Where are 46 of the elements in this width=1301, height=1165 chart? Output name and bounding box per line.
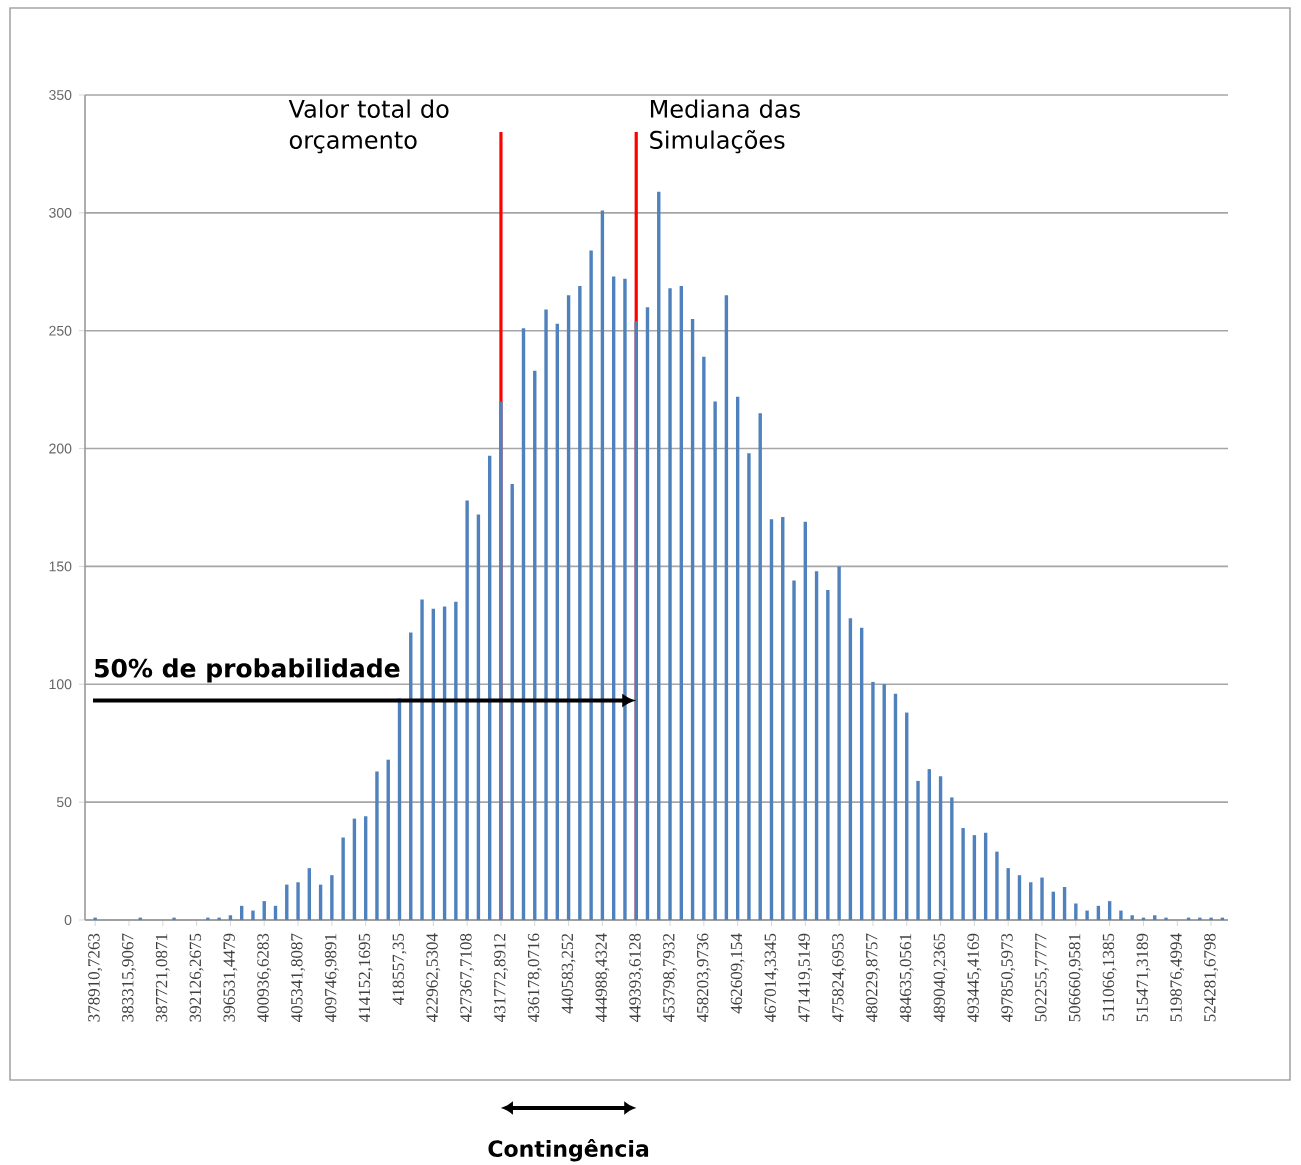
x-tick-label: 471419,5149	[798, 933, 813, 1022]
annotation: 50% de probabilidade	[95, 658, 400, 683]
x-tick-label: 392126,2675	[189, 933, 204, 1022]
x-tick-label: 467014,3345	[764, 933, 779, 1022]
x-tick-label: 480229,8757	[865, 933, 880, 1022]
x-tick-label: 383315,9067	[122, 933, 136, 1022]
x-tick-label: 515471,3189	[1136, 933, 1151, 1022]
x-tick-label: 506660,9581	[1068, 934, 1083, 1022]
x-tick-label: 453798,7932	[663, 933, 677, 1022]
x-tick-label: 436178,0716	[527, 933, 542, 1022]
x-tick-label: 462609,154	[730, 933, 745, 1014]
x-tick-label: 511066,1385	[1102, 933, 1117, 1021]
x-tick-label: 409746,9891	[324, 934, 339, 1022]
x-tick-label: 475824,6953	[832, 933, 847, 1022]
x-tick-label: 400936,6283	[257, 933, 272, 1022]
y-tick-label: 0	[64, 915, 72, 925]
x-tick-label: 458203,9736	[696, 933, 711, 1022]
x-tick-label: 405341,8087	[291, 933, 305, 1022]
y-tick-label: 350	[49, 90, 72, 100]
x-tick-label: 427367,7108	[460, 933, 475, 1022]
x-tick-label: 524281,6798	[1204, 933, 1219, 1022]
y-tick-label: 200	[49, 443, 72, 454]
x-tick-label: 489040,2365	[933, 933, 948, 1022]
ref-line-label: Mediana das Simulações	[650, 99, 800, 154]
y-tick-label: 50	[56, 797, 72, 808]
y-tick-label: 150	[49, 561, 72, 572]
x-tick-label: 422962,5304	[426, 933, 441, 1022]
ref-line-label: Valor total do orçamento	[288, 99, 449, 154]
text: Contingência	[488, 1139, 649, 1162]
x-tick-label: 418557,35	[392, 933, 407, 1005]
x-tick-label: 444988,4324	[595, 933, 610, 1022]
x-tick-label: 431772,8912	[494, 933, 508, 1022]
x-tick-label: 484635,0561	[899, 934, 914, 1022]
x-tick-label: 414152,1695	[358, 933, 373, 1022]
x-tick-label: 387721,0871	[155, 934, 170, 1022]
x-tick-label: 497850,5973	[1001, 933, 1016, 1022]
x-tick-label: 502255,7777	[1035, 933, 1049, 1022]
x-tick-label: 440583,252	[561, 933, 576, 1014]
x-tick-label: 449393,6128	[629, 933, 644, 1022]
x-tick-label: 378910,7263	[88, 933, 103, 1022]
y-tick-label: 250	[49, 325, 72, 336]
x-tick-label: 519876,4994	[1170, 933, 1185, 1022]
x-tick-label: 493445,4169	[967, 933, 982, 1022]
y-tick-label: 300	[49, 207, 72, 218]
x-tick-label: 396531,4479	[223, 933, 238, 1022]
y-tick-label: 100	[49, 679, 72, 690]
